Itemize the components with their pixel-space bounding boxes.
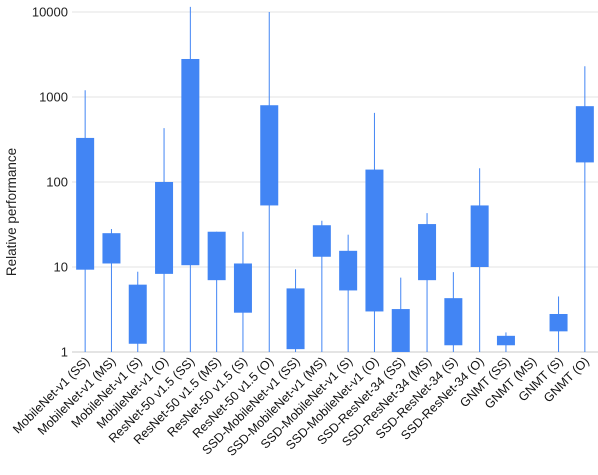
x-axis-ticks: MobileNet-v1 (SS)MobileNet-v1 (MS)Mobile… bbox=[10, 354, 592, 459]
box bbox=[155, 182, 174, 274]
box bbox=[575, 106, 594, 163]
whiskers bbox=[84, 6, 586, 352]
box bbox=[470, 205, 489, 267]
box bbox=[496, 335, 515, 346]
box bbox=[286, 288, 305, 350]
box bbox=[207, 231, 226, 281]
box bbox=[391, 309, 410, 352]
y-tick-label: 1000 bbox=[39, 90, 68, 105]
box bbox=[233, 263, 252, 313]
y-tick-label: 10000 bbox=[32, 5, 68, 20]
box bbox=[181, 58, 200, 266]
box bbox=[444, 298, 463, 346]
y-tick-label: 100 bbox=[46, 175, 68, 190]
box bbox=[365, 169, 384, 312]
boxes bbox=[76, 58, 594, 352]
grid-lines bbox=[72, 11, 598, 353]
box bbox=[339, 250, 358, 291]
box bbox=[76, 137, 95, 270]
box bbox=[128, 284, 147, 344]
y-tick-label: 10 bbox=[54, 260, 68, 275]
box bbox=[312, 225, 331, 257]
y-axis-label: Relative performance bbox=[4, 148, 19, 276]
y-tick-label: 1 bbox=[61, 345, 68, 360]
box bbox=[418, 224, 437, 281]
box bbox=[260, 105, 279, 206]
box bbox=[102, 233, 121, 264]
y-axis-ticks: 1 10 100 1000 10000 bbox=[32, 5, 68, 360]
box bbox=[549, 313, 568, 332]
